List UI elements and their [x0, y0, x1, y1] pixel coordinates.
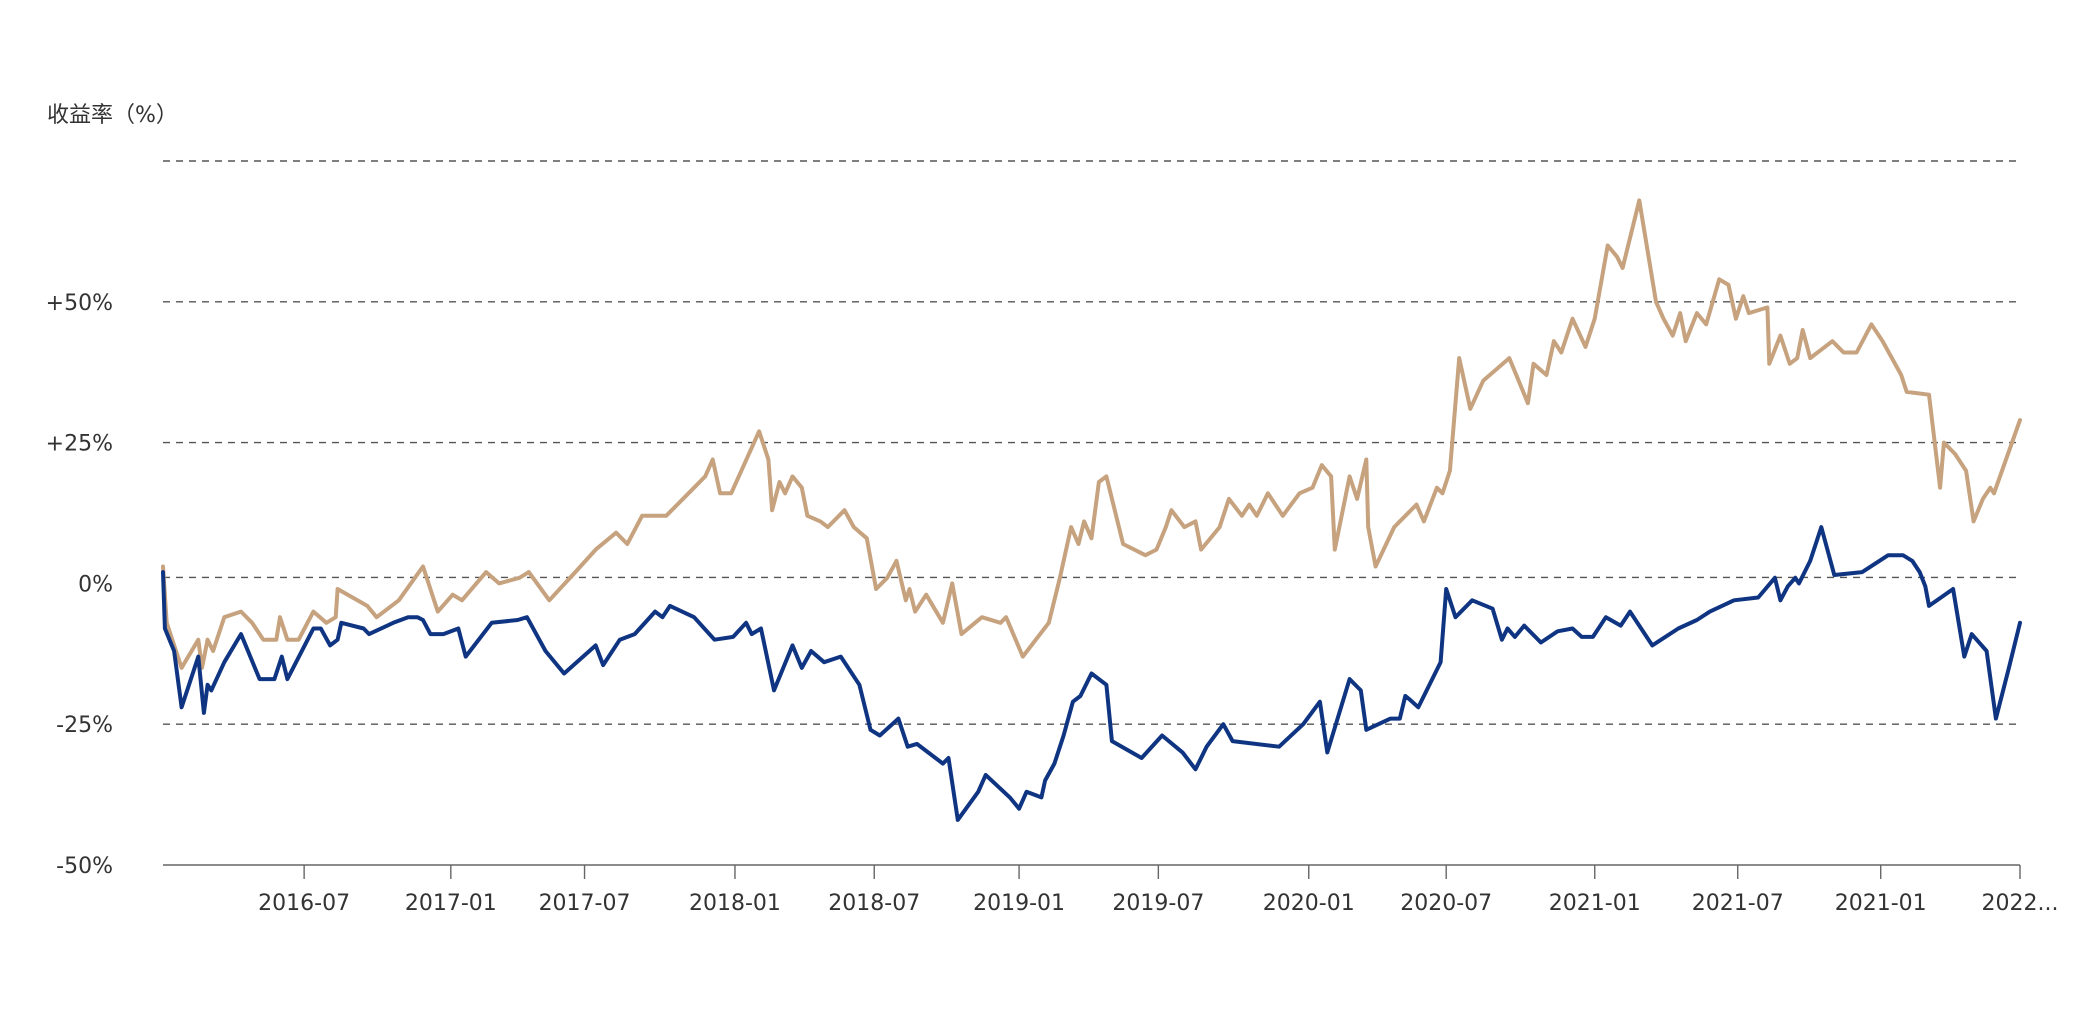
- y-tick-label: 0%: [78, 572, 113, 597]
- series-lines: [161, 198, 2022, 822]
- series-line-1: [161, 198, 2022, 670]
- y-tick-label: -25%: [56, 713, 113, 738]
- x-tick-label: 2018-07: [828, 891, 920, 916]
- x-tick-label: 2018-01: [689, 891, 781, 916]
- x-tick-label: 2020-01: [1263, 891, 1355, 916]
- x-tick-label: 2020-07: [1400, 891, 1492, 916]
- x-tick-labels: 2016-07 2017-01 2017-07 2018-01 2018-07 2019-…: [258, 865, 2058, 916]
- x-tick-label: 2021-01: [1549, 891, 1641, 916]
- x-tick-label: 2021-07: [1692, 891, 1784, 916]
- y-tick-label: +25%: [46, 432, 113, 457]
- x-tick-label: 2022...: [1982, 891, 2059, 916]
- x-tick-label: 2017-01: [405, 891, 497, 916]
- y-tick-label: -50%: [56, 854, 113, 879]
- y-tick-labels: +50% +25% 0% -25% -50%: [46, 291, 113, 879]
- x-tick-label: 2021-01: [1835, 891, 1927, 916]
- gridlines: [163, 160, 2020, 866]
- series-line-2: [161, 525, 2022, 822]
- y-tick-label: +50%: [46, 291, 113, 316]
- x-tick-label: 2017-07: [539, 891, 631, 916]
- y-axis-title: 收益率（%）: [47, 103, 178, 128]
- x-tick-label: 2016-07: [258, 891, 350, 916]
- x-tick-label: 2019-01: [973, 891, 1065, 916]
- x-tick-label: 2019-07: [1112, 891, 1204, 916]
